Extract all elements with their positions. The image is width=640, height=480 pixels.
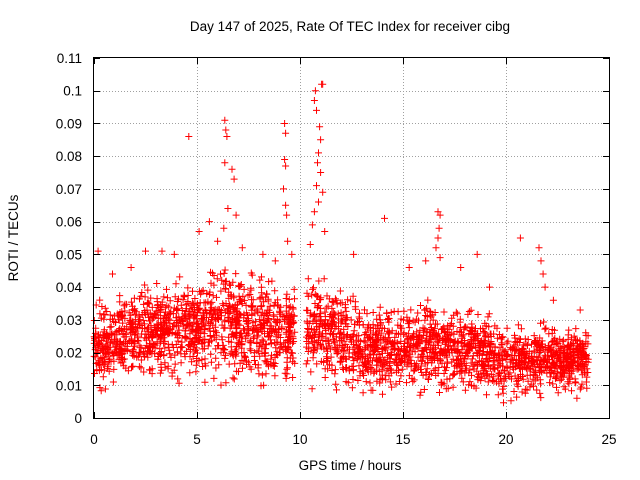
x-axis-label: GPS time / hours xyxy=(299,458,402,473)
y-tick-label: 0.02 xyxy=(56,346,82,361)
y-tick-label: 0.06 xyxy=(56,215,82,230)
x-tick-label: 20 xyxy=(498,432,513,447)
y-axis-label: ROTI / TECUs xyxy=(6,194,21,281)
chart-title: Day 147 of 2025, Rate Of TEC Index for r… xyxy=(190,19,510,34)
roti-points xyxy=(90,80,592,407)
y-tick-label: 0.1 xyxy=(63,84,82,99)
x-tick-label: 5 xyxy=(193,432,201,447)
y-tick-label: 0.04 xyxy=(56,280,83,295)
y-tick-label: 0.11 xyxy=(57,51,82,66)
y-tick-label: 0.03 xyxy=(56,313,82,328)
x-tick-label: 10 xyxy=(292,432,307,447)
data-points xyxy=(90,80,592,407)
y-tick-labels: 0 0.01 0.02 0.03 0.04 0.05 0.06 0.07 0.08 0.09 0.1… xyxy=(56,51,83,426)
y-tick-label: 0.09 xyxy=(56,116,82,131)
x-tick-labels: 0 5 10 15 20 25 xyxy=(90,432,616,447)
y-tick-label: 0.08 xyxy=(56,149,82,164)
x-tick-label: 25 xyxy=(601,432,616,447)
y-tick-label: 0.01 xyxy=(56,378,82,393)
x-tick-label: 0 xyxy=(90,432,98,447)
x-tick-label: 15 xyxy=(395,432,410,447)
y-tick-label: 0 xyxy=(74,411,82,426)
y-tick-label: 0.07 xyxy=(56,182,82,197)
plot-frame xyxy=(93,57,610,419)
axis-ticks xyxy=(94,58,610,419)
y-tick-label: 0.05 xyxy=(56,247,82,262)
